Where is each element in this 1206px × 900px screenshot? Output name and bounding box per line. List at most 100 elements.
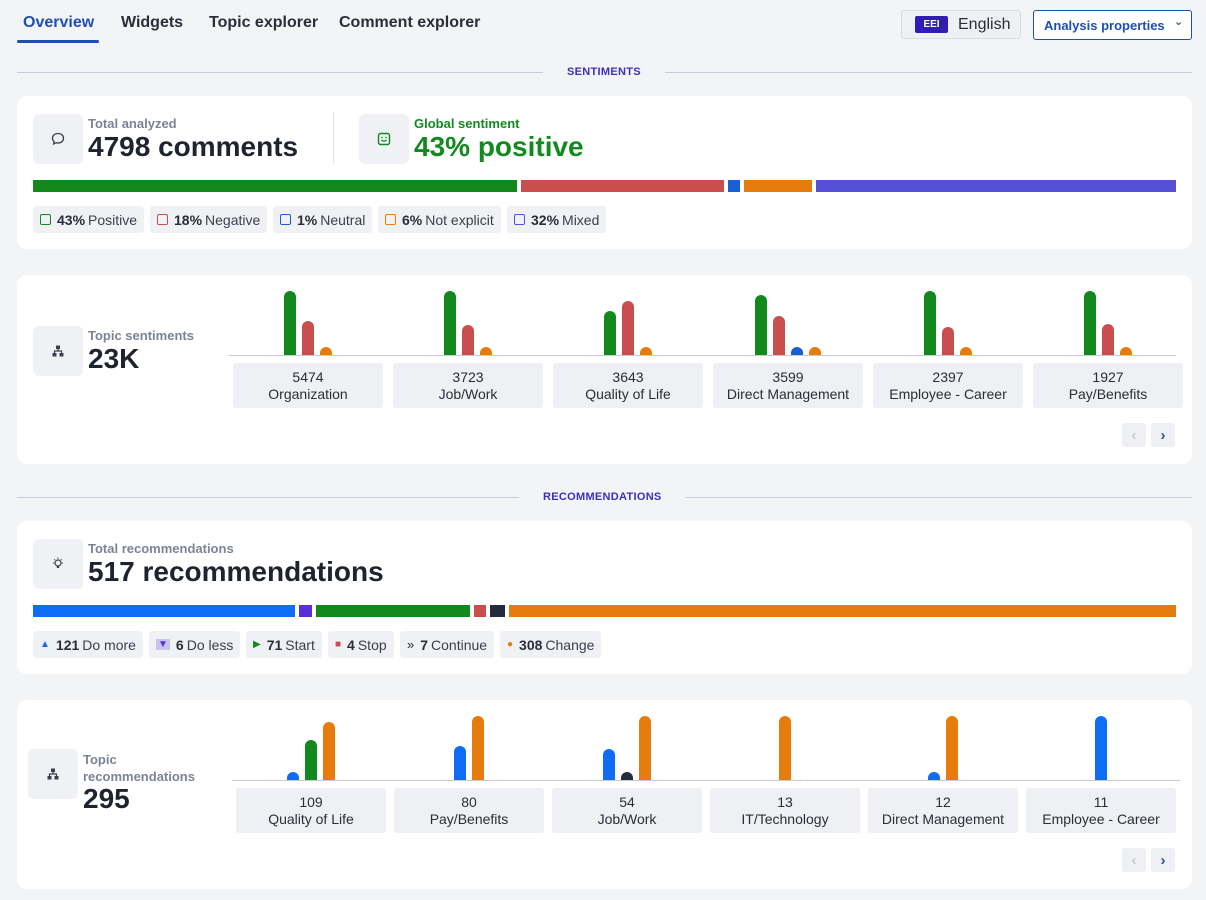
topic-category-2[interactable]: 54 Job/Work xyxy=(552,788,702,833)
stat-separator xyxy=(333,112,334,164)
language-selector[interactable]: EEI English xyxy=(901,10,1021,39)
bar-segment-neutral xyxy=(728,180,740,192)
topic-category-4[interactable]: 2397 Employee - Career xyxy=(873,363,1023,408)
total-analyzed-label: Total analyzed xyxy=(88,116,177,131)
topic-category-3[interactable]: 3599 Direct Management xyxy=(713,363,863,408)
category-count: 80 xyxy=(461,794,477,810)
bar-not-explicit-3 xyxy=(809,346,821,355)
legend-chip-label: Do less xyxy=(186,636,234,653)
recommendations-summary-card: Total recommendations 517 recommendation… xyxy=(17,521,1192,674)
topic-category-1[interactable]: 3723 Job/Work xyxy=(393,363,543,408)
topic-sentiments-value: 23K xyxy=(88,343,140,374)
legend-chip-label: Negative xyxy=(205,211,261,228)
legend-chip-value: 6% xyxy=(402,211,423,228)
legend-chip-label: Continue xyxy=(431,636,488,653)
legend-chip-label: Mixed xyxy=(562,211,600,228)
bar-segment-negative xyxy=(521,180,725,192)
legend-chip-value: 6 xyxy=(175,636,184,653)
category-name: Pay/Benefits xyxy=(1068,386,1148,402)
legend-chip-change: ● 308 Change xyxy=(500,631,602,658)
category-name: Direct Management xyxy=(726,386,850,402)
legend-chip-label: Do more xyxy=(82,636,136,653)
bar-negative-5 xyxy=(1102,324,1114,355)
legend-chip-value: 7 xyxy=(420,636,429,653)
triangle-down-icon: ▼ xyxy=(156,639,170,650)
chevron-down-icon: ⌄ xyxy=(1174,16,1184,28)
category-count: 3643 xyxy=(612,369,644,385)
category-count: 3599 xyxy=(772,369,804,385)
comment-icon-box xyxy=(33,114,83,164)
legend-chip-value: 121 xyxy=(55,636,80,653)
bar-segment-change xyxy=(508,605,1176,617)
topic-category-5[interactable]: 11 Employee - Career xyxy=(1026,788,1176,833)
bar-segment-continue xyxy=(489,605,505,617)
next-page-button[interactable]: › xyxy=(1151,423,1175,447)
topic-category-0[interactable]: 5474 Organization xyxy=(233,363,383,408)
category-count: 54 xyxy=(619,794,635,810)
legend-chip-mixed: 32% Mixed xyxy=(507,206,607,233)
fast-forward-icon: » xyxy=(407,637,415,652)
legend-chip-label: Start xyxy=(285,636,315,653)
legend-chip-value: 1% xyxy=(297,211,318,228)
bar-neutral-3 xyxy=(791,346,803,355)
topic-category-5[interactable]: 1927 Pay/Benefits xyxy=(1033,363,1183,408)
bar-segment-mixed xyxy=(815,180,1176,192)
bar-negative-2 xyxy=(622,301,634,355)
next-page-button[interactable]: › xyxy=(1151,848,1175,872)
top-navigation: Overview Widgets Topic explorer Comment … xyxy=(0,0,1206,50)
legend-chip-not-explicit: 6% Not explicit xyxy=(378,206,501,233)
legend-chip-value: 43% xyxy=(57,211,86,228)
legend-chip-negative: 18% Negative xyxy=(150,206,268,233)
bar-segment-start xyxy=(316,605,470,617)
bar-not-explicit-1 xyxy=(480,346,492,355)
category-name: Job/Work xyxy=(438,386,498,402)
tab-widgets[interactable]: Widgets xyxy=(121,14,184,31)
legend-chip-neutral: 1% Neutral xyxy=(273,206,373,233)
category-count: 11 xyxy=(1093,794,1109,810)
legend-chip-value: 32% xyxy=(531,211,560,228)
bar-negative-1 xyxy=(462,324,474,355)
bar-start-0 xyxy=(305,739,317,780)
play-icon: ▶ xyxy=(253,639,261,650)
legend-chip-start: ▶ 71 Start xyxy=(246,631,322,658)
legend-chip-label: Neutral xyxy=(320,211,366,228)
topic-recommendations-value: 295 xyxy=(83,783,130,814)
bar-positive-5 xyxy=(1084,291,1096,355)
previous-page-button[interactable]: ‹ xyxy=(1122,423,1146,447)
frown-icon xyxy=(157,214,168,225)
topic-category-2[interactable]: 3643 Quality of Life xyxy=(553,363,703,408)
bar-not-explicit-4 xyxy=(960,346,972,355)
category-count: 5474 xyxy=(292,369,324,385)
legend-chip-label: Not explicit xyxy=(425,211,494,228)
legend-chip-positive: 43% Positive xyxy=(33,206,145,233)
bar-not-explicit-0 xyxy=(320,346,332,355)
category-count: 12 xyxy=(935,794,951,810)
legend-chip-do-more: ▲ 121 Do more xyxy=(33,631,143,658)
topic-category-4[interactable]: 12 Direct Management xyxy=(868,788,1018,833)
topic-category-0[interactable]: 109 Quality of Life xyxy=(236,788,386,833)
bar-continue-2 xyxy=(621,771,633,780)
category-name: Employee - Career xyxy=(1042,811,1160,827)
category-count: 2397 xyxy=(932,369,964,385)
bar-positive-0 xyxy=(284,291,296,355)
bar-negative-3 xyxy=(773,315,785,355)
total-analyzed-value: 4798 comments xyxy=(88,131,299,162)
tab-topic-explorer[interactable]: Topic explorer xyxy=(209,14,319,31)
topic-category-3[interactable]: 13 IT/Technology xyxy=(710,788,860,833)
chart-baseline xyxy=(229,355,1176,356)
tab-comment-explorer[interactable]: Comment explorer xyxy=(339,14,481,31)
hierarchy-icon xyxy=(52,345,64,357)
global-sentiment-icon-box xyxy=(359,114,409,164)
analysis-properties-button[interactable]: Analysis properties ⌄ xyxy=(1033,10,1192,40)
category-name: Pay/Benefits xyxy=(429,811,509,827)
language-label: English xyxy=(958,16,1011,33)
topic-category-1[interactable]: 80 Pay/Benefits xyxy=(394,788,544,833)
smile-icon xyxy=(377,132,391,146)
category-count: 13 xyxy=(777,794,793,810)
bar-segment-do-less xyxy=(299,605,313,617)
bar-not-explicit-2 xyxy=(640,346,652,355)
bar-negative-0 xyxy=(302,321,314,355)
previous-page-button[interactable]: ‹ xyxy=(1122,848,1146,872)
tab-overview[interactable]: Overview xyxy=(23,14,95,31)
bar-change-1 xyxy=(472,716,484,780)
